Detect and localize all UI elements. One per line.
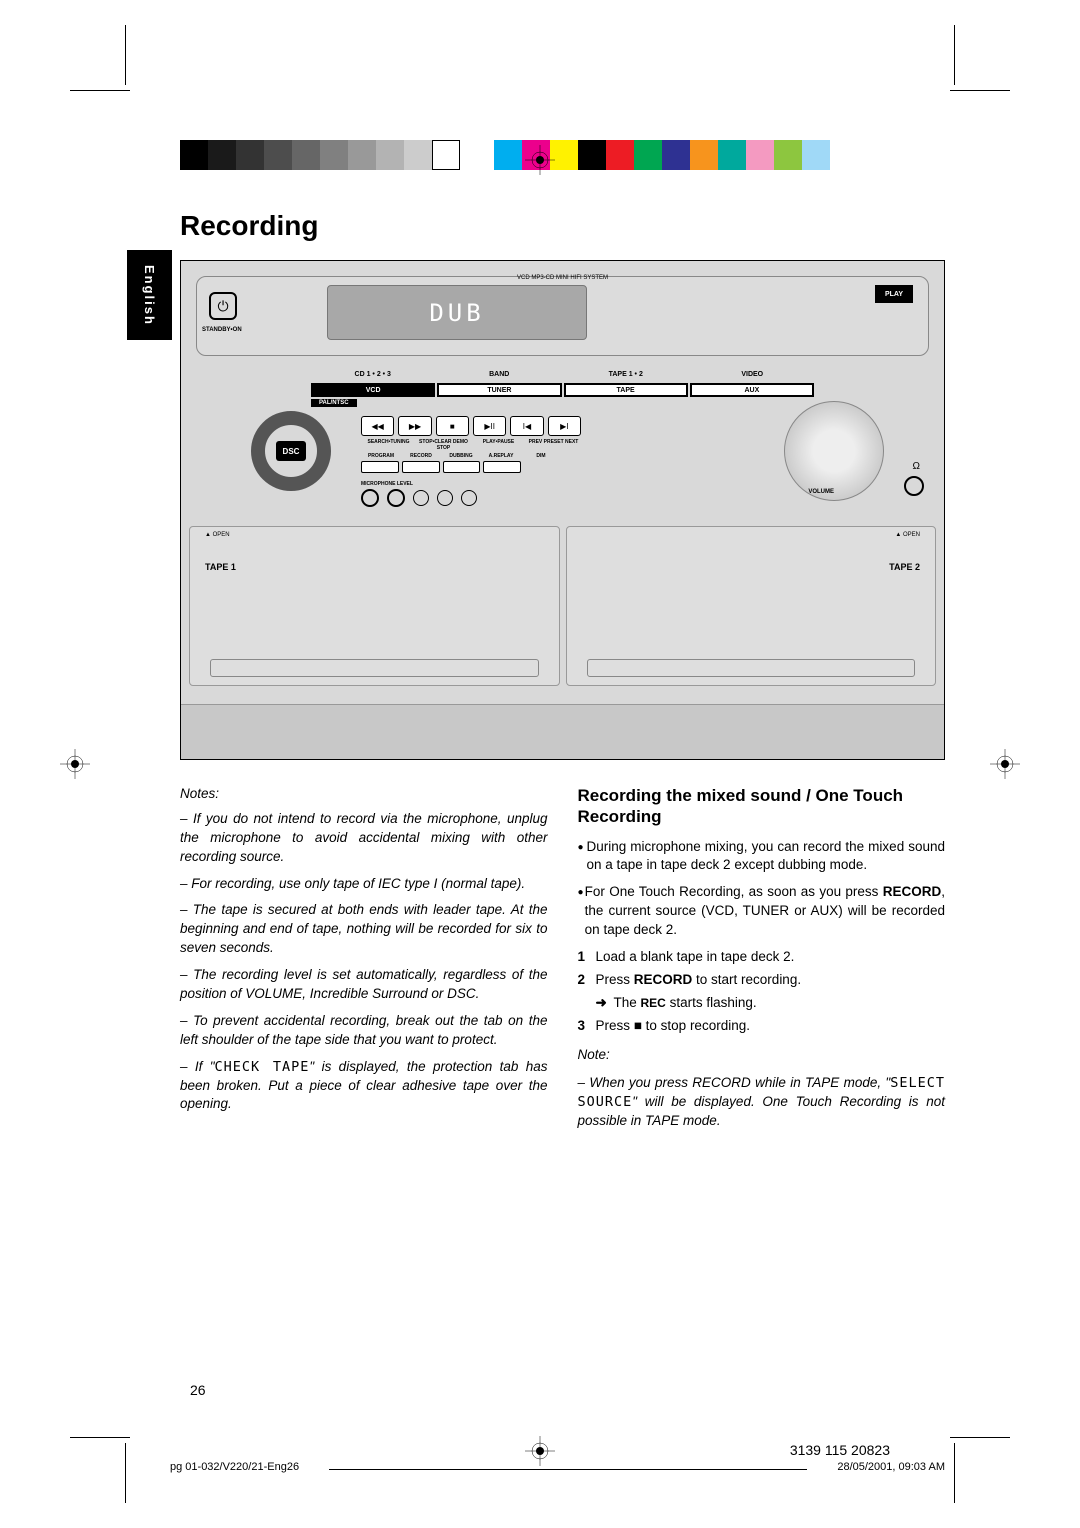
device-illustration: VCD MP3-CD MINI HIFI SYSTEM ⏻ STANDBY•ON… <box>180 260 945 760</box>
left-column: Notes: – If you do not intend to record … <box>180 785 548 1131</box>
page-number: 26 <box>190 1382 206 1398</box>
transport-row: ◀◀▶▶■▶III◀▶I <box>361 416 581 436</box>
tape1-open-label: ▲ OPEN <box>205 532 230 538</box>
notes-header: Notes: <box>180 785 548 804</box>
volume-label: VOLUME <box>808 489 834 495</box>
headphone-jack-icon <box>904 476 924 496</box>
language-label: English <box>142 265 157 326</box>
footer-file: pg 01-032/V220/21-Eng <box>170 1461 287 1473</box>
dsc-label: DSC <box>276 441 306 461</box>
program-labels: PROGRAMRECORDDUBBINGA.REPLAYDIM <box>361 453 561 459</box>
palntsc-label: PAL/NTSC <box>311 399 357 407</box>
arrow-item: ➜The REC starts flashing. <box>578 994 946 1013</box>
language-tab: English <box>127 250 172 340</box>
grayscale-colorbar <box>180 140 460 170</box>
registration-mark-right <box>990 749 1020 779</box>
source-label-row: CD 1 • 2 • 3BANDTAPE 1 • 2VIDEO <box>311 371 814 378</box>
note-item: – If you do not intend to record via the… <box>180 810 548 867</box>
mic-label: MICROPHONE LEVEL <box>361 481 413 487</box>
page-title: Recording <box>180 210 945 242</box>
lcd-text: DUB <box>429 299 484 327</box>
volume-dial <box>784 401 884 501</box>
tape-deck-1: ▲ OPEN TAPE 1 <box>189 526 560 686</box>
power-icon: ⏻ <box>209 292 237 320</box>
note-item: – For recording, use only tape of IEC ty… <box>180 875 548 894</box>
footer-timestamp: 28/05/2001, 09:03 AM <box>837 1461 945 1473</box>
step-item: 2Press RECORD to start recording. <box>578 971 946 990</box>
system-label: VCD MP3-CD MINI HIFI SYSTEM <box>517 275 608 281</box>
tape1-label: TAPE 1 <box>205 562 236 572</box>
step-item: 1Load a blank tape in tape deck 2. <box>578 948 946 967</box>
standby-label: STANDBY•ON <box>202 327 242 333</box>
footer: pg 01-032/V220/21-Eng 26 28/05/2001, 09:… <box>170 1461 945 1473</box>
lcd-display: DUB <box>327 285 587 340</box>
registration-mark-left <box>60 749 90 779</box>
registration-mark-top <box>525 145 555 175</box>
note-item: – If "CHECK TAPE" is displayed, the prot… <box>180 1058 548 1115</box>
mic-controls <box>361 489 477 507</box>
step-item: 3Press ■ to stop recording. <box>578 1017 946 1036</box>
note2-header: Note: <box>578 1046 946 1065</box>
tape2-label: TAPE 2 <box>889 562 920 572</box>
bullet-item: ●During microphone mixing, you can recor… <box>578 838 946 876</box>
note2-body: – When you press RECORD while in TAPE mo… <box>578 1074 946 1131</box>
section-header: Recording the mixed sound / One Touch Re… <box>578 785 946 828</box>
play-badge: PLAY <box>875 285 913 303</box>
right-column: Recording the mixed sound / One Touch Re… <box>578 785 946 1131</box>
note-item: – The tape is secured at both ends with … <box>180 901 548 958</box>
program-row <box>361 461 521 473</box>
source-button-row: VCDTUNERTAPEAUX <box>311 383 814 397</box>
tape-deck-2: ▲ OPEN TAPE 2 <box>566 526 937 686</box>
tape2-open-label: ▲ OPEN <box>895 532 920 538</box>
bullet-item: ●For One Touch Recording, as soon as you… <box>578 883 946 940</box>
document-number: 3139 115 20823 <box>790 1442 890 1458</box>
footer-page: 26 <box>287 1461 299 1473</box>
note-item: – To prevent accidental recording, break… <box>180 1012 548 1050</box>
note-item: – The recording level is set automatical… <box>180 966 548 1004</box>
transport-labels: SEARCH•TUNINGSTOP•CLEAR DEMO STOPPLAY•PA… <box>361 439 581 451</box>
dsc-dial: DSC <box>251 411 331 491</box>
headphone-symbol: Ω <box>913 461 920 472</box>
